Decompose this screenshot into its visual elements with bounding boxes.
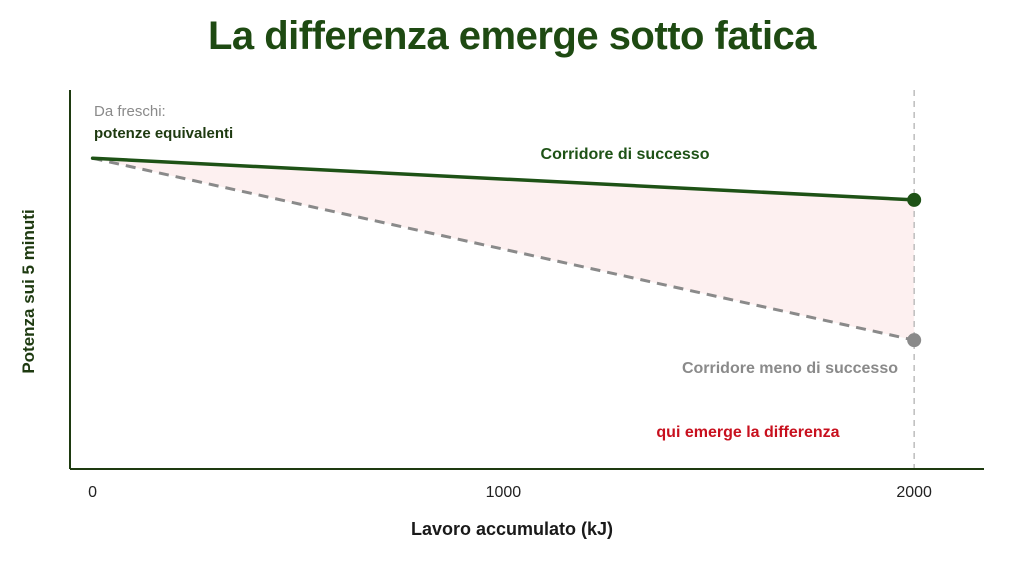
y-axis-label: Potenza sui 5 minuti [19,209,38,373]
series-end-point-successful [907,192,922,207]
chart-title: La differenza emerge sotto fatica [207,14,817,58]
x-tick-label-0: 0 [88,484,97,501]
series-line-less-successful [92,156,915,342]
series-line-successful [90,156,916,202]
x-tick-label-2000: 2000 [896,484,932,501]
series-label-successful: Corridore di successo [541,146,710,163]
annotation-start-line1: Da freschi: [94,103,166,120]
x-tick-labels: 0 1000 2000 [88,484,932,501]
series-label-less-successful: Corridore meno di successo [682,360,898,377]
x-tick-label-1000: 1000 [486,484,522,501]
annotation-start-line2: potenze equivalenti [94,125,233,142]
annotation-highlight: qui emerge la differenza [656,424,839,441]
x-axis-label: Lavoro accumulato (kJ) [411,519,613,539]
series-end-point-less-successful [907,333,922,348]
